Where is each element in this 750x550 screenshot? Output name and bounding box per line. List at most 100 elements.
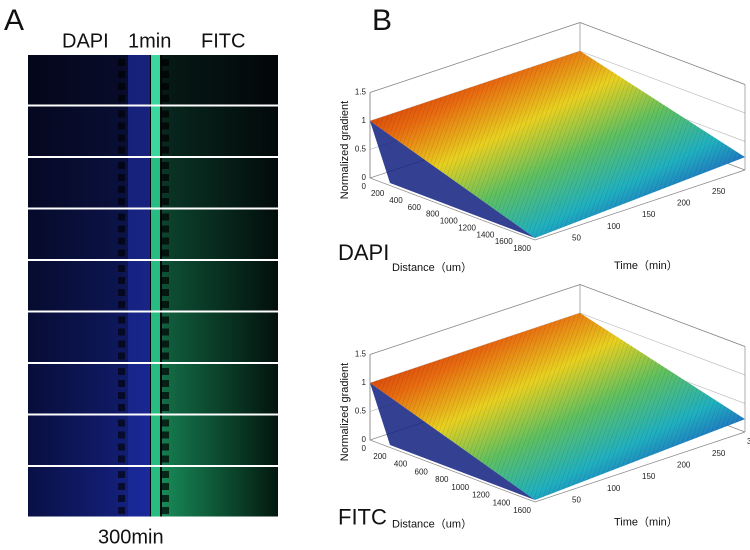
pillar	[162, 301, 169, 308]
pillar	[118, 134, 125, 142]
panel-a	[28, 54, 278, 517]
pillar	[162, 328, 169, 336]
z-tick-label: 1	[362, 116, 367, 125]
grid-line	[369, 22, 746, 93]
grid-line	[369, 284, 746, 355]
dapi-signal	[28, 415, 150, 465]
pillar	[118, 431, 125, 439]
pillar	[162, 110, 169, 118]
dapi-signal	[28, 364, 150, 414]
y-tick-label: 50	[572, 495, 581, 504]
dapi-label: DAPI	[62, 30, 109, 52]
pillar	[118, 483, 125, 490]
pillar	[162, 277, 169, 284]
pillar	[118, 328, 125, 336]
pillar	[162, 316, 169, 324]
fitc-signal	[162, 261, 278, 311]
pillar	[118, 507, 125, 514]
pillar	[162, 59, 169, 66]
axis-line	[369, 92, 746, 241]
pillar	[162, 174, 169, 181]
pillar	[118, 162, 125, 169]
pillar	[118, 289, 125, 296]
surface-mesh	[370, 51, 745, 238]
x-tick-label: 1200	[472, 491, 490, 500]
channel	[151, 209, 160, 259]
pillar	[118, 455, 125, 463]
pillar	[118, 368, 125, 375]
pillar	[162, 507, 169, 514]
fitc-signal	[162, 415, 278, 465]
surface-skirt	[370, 121, 535, 238]
pillar	[162, 146, 169, 154]
y-tick-label: 250	[712, 187, 726, 196]
channel	[151, 106, 160, 156]
y-tick-label: 200	[677, 460, 691, 469]
x-tick-label: 400	[389, 196, 403, 205]
pillar	[118, 198, 125, 205]
y-tick-label: 100	[607, 484, 621, 493]
dapi-edge	[128, 467, 150, 517]
pillar	[162, 368, 169, 375]
dapi-edge	[128, 415, 150, 465]
dapi-signal	[28, 209, 150, 259]
pillar	[162, 340, 169, 348]
fitc-signal	[162, 209, 278, 259]
x-tick-label: 1600	[513, 506, 531, 515]
channel	[151, 312, 160, 362]
pillar	[118, 95, 125, 102]
pillar	[162, 419, 169, 427]
channel	[151, 364, 160, 414]
pillar	[162, 380, 169, 387]
pillar	[118, 404, 125, 411]
pillar	[118, 352, 125, 360]
pillar	[118, 146, 125, 154]
z-tick-label: 1.5	[355, 88, 367, 97]
fitc-signal	[162, 106, 278, 156]
dapi-edge	[128, 158, 150, 208]
pillar	[162, 83, 169, 90]
pillar	[118, 213, 125, 221]
channel	[151, 158, 160, 208]
pillar	[118, 443, 125, 451]
dapi-signal	[28, 106, 150, 156]
pillar	[162, 225, 169, 233]
pillar	[118, 174, 125, 181]
y-tick-label: 150	[642, 472, 656, 481]
fitc-signal	[162, 312, 278, 362]
pillar	[118, 380, 125, 387]
pillar	[118, 71, 125, 78]
pillar	[162, 483, 169, 490]
y-tick-label: 200	[677, 198, 691, 207]
fitc-signal	[162, 158, 278, 208]
y-tick-label: 150	[642, 210, 656, 219]
z-tick-label: 0.5	[355, 407, 367, 416]
fitc-signal	[162, 55, 278, 105]
pillar	[162, 71, 169, 78]
x-tick-label: 800	[426, 210, 440, 219]
panel-b: 00.511.502004006008001000120014001600180…	[338, 22, 750, 531]
dapi-edge	[128, 209, 150, 259]
pillar	[162, 404, 169, 411]
dapi-signal	[28, 261, 150, 311]
pillar	[118, 122, 125, 130]
dapi-edge	[128, 312, 150, 362]
pillar	[118, 340, 125, 348]
pillar	[118, 59, 125, 66]
pillar	[162, 134, 169, 142]
dapi-signal	[28, 467, 150, 517]
pillar	[162, 249, 169, 257]
axis-line	[369, 354, 746, 503]
z-tick-label: 0	[362, 435, 367, 444]
dapi-signal	[28, 312, 150, 362]
z-tick-label: 0	[362, 173, 367, 182]
pillar	[162, 162, 169, 169]
x-tick-label: 200	[371, 189, 385, 198]
dapi-signal	[28, 158, 150, 208]
panel-label: B	[372, 4, 392, 37]
z-tick-label: 0.5	[355, 145, 367, 154]
y-axis-label: Time（min）	[614, 259, 678, 272]
x-tick-label: 600	[415, 467, 429, 476]
pillar	[118, 83, 125, 90]
